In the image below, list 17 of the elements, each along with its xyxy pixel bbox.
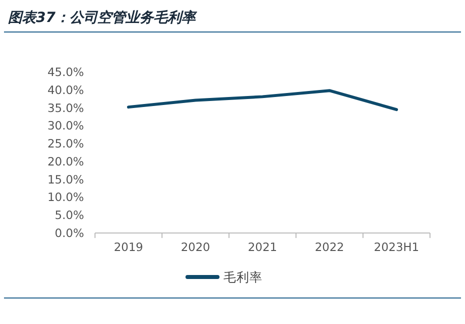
y-tick-label: 15.0%: [47, 172, 84, 186]
y-tick-label: 5.0%: [54, 208, 84, 222]
y-tick-label: 0.0%: [54, 226, 84, 240]
y-tick-label: 25.0%: [47, 136, 84, 151]
x-tick-label: 2022: [314, 240, 344, 254]
y-tick-label: 30.0%: [47, 118, 84, 133]
y-tick-label: 20.0%: [47, 154, 84, 168]
x-tick-label: 2023H1: [374, 240, 420, 254]
y-tick-label: 45.0%: [47, 65, 84, 79]
x-tick-label: 2021: [248, 240, 278, 254]
x-tick-label: 2019: [114, 240, 144, 254]
title: 图表37：公司空管业务毛利率: [8, 10, 196, 26]
y-tick-label: 40.0%: [47, 82, 84, 97]
x-tick-label: 2020: [180, 240, 210, 254]
y-tick-label: 10.0%: [47, 190, 84, 204]
y-tick-label: 35.0%: [47, 100, 84, 115]
legend-label: 毛利率: [224, 270, 262, 284]
